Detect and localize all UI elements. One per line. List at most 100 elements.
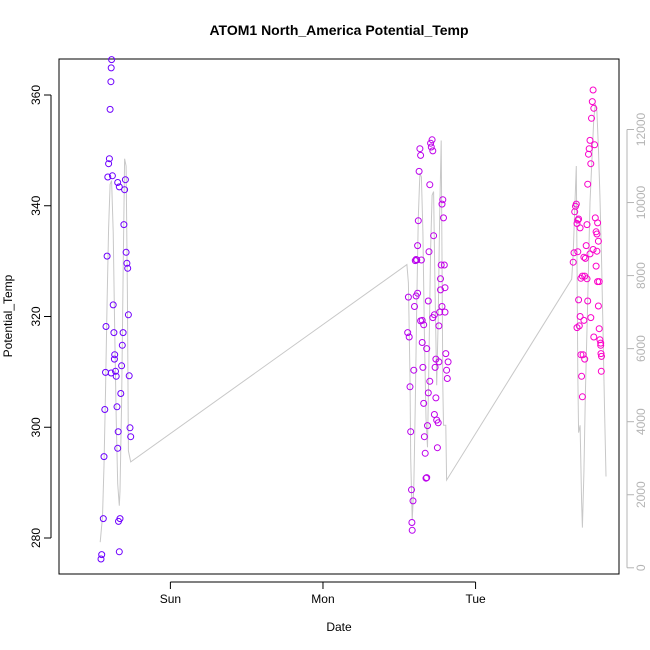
data-point xyxy=(408,519,416,526)
data-point xyxy=(586,136,594,144)
data-point xyxy=(429,147,437,155)
y-tick-label-right: 10000 xyxy=(634,185,648,219)
data-point xyxy=(421,449,429,457)
data-point xyxy=(581,254,589,262)
data-point xyxy=(573,324,581,332)
data-point xyxy=(595,325,603,333)
data-point xyxy=(428,136,436,144)
data-point xyxy=(423,345,431,353)
data-point xyxy=(580,316,588,324)
data-point xyxy=(107,369,115,377)
data-point xyxy=(437,286,444,294)
data-point xyxy=(107,78,115,86)
y-tick-label-right: 0 xyxy=(634,564,648,571)
data-point xyxy=(109,301,117,309)
data-point xyxy=(598,352,605,360)
data-point xyxy=(100,453,108,461)
data-point xyxy=(587,160,595,168)
data-point xyxy=(124,264,132,272)
data-point xyxy=(433,444,441,452)
data-point xyxy=(577,351,585,359)
data-point xyxy=(107,64,115,72)
data-point xyxy=(593,230,601,238)
data-point xyxy=(593,247,601,255)
data-point xyxy=(102,323,110,330)
data-point xyxy=(123,259,131,267)
data-point xyxy=(98,551,106,559)
data-point xyxy=(443,366,451,374)
y-tick-label-right: 2000 xyxy=(634,481,648,508)
data-point xyxy=(589,246,597,253)
data-point xyxy=(583,275,591,283)
data-point xyxy=(435,322,443,330)
data-point xyxy=(112,367,119,375)
data-point xyxy=(125,372,133,380)
data-point xyxy=(437,261,445,269)
data-point xyxy=(439,196,447,204)
data-point xyxy=(104,173,112,181)
scatter-points xyxy=(97,56,605,563)
y-tick-label-right: 8000 xyxy=(634,262,648,289)
data-point xyxy=(423,474,431,482)
data-point xyxy=(597,350,605,358)
data-point xyxy=(420,433,428,441)
data-point xyxy=(117,390,125,397)
data-point xyxy=(417,151,425,159)
data-point xyxy=(105,160,113,168)
data-point xyxy=(427,143,435,151)
data-point xyxy=(429,314,437,322)
data-point xyxy=(419,363,427,371)
x-axis-label: Date xyxy=(326,620,352,634)
data-point xyxy=(114,444,122,452)
data-point xyxy=(578,372,586,380)
data-point xyxy=(581,355,589,363)
data-point xyxy=(115,548,123,556)
data-point xyxy=(412,292,420,300)
data-point xyxy=(408,526,416,534)
data-point xyxy=(594,302,602,310)
data-point xyxy=(110,355,118,363)
data-point xyxy=(587,314,595,322)
data-point xyxy=(103,252,111,260)
data-point xyxy=(585,145,593,153)
data-point xyxy=(120,221,128,229)
data-point xyxy=(426,181,434,189)
data-point xyxy=(106,105,114,113)
data-point xyxy=(438,303,446,310)
data-point xyxy=(420,321,428,329)
data-point xyxy=(99,515,107,523)
y-axis-right: 0 2000 4000 6000 8000 10000 12000 xyxy=(626,112,648,571)
data-point xyxy=(411,303,418,310)
data-point xyxy=(591,141,599,149)
data-point xyxy=(442,350,450,358)
data-point xyxy=(108,56,116,64)
data-point xyxy=(425,248,433,256)
data-point xyxy=(572,200,580,208)
data-point xyxy=(414,217,422,225)
data-point xyxy=(588,98,596,106)
data-point xyxy=(114,428,122,436)
data-point xyxy=(97,555,105,563)
data-point xyxy=(119,329,127,337)
data-point xyxy=(406,383,414,391)
data-point xyxy=(584,297,592,305)
data-point xyxy=(597,367,605,375)
data-point xyxy=(597,341,605,349)
y-tick-label-right: 6000 xyxy=(634,335,648,362)
data-point xyxy=(422,474,430,482)
data-point xyxy=(410,366,418,374)
y-tick-label-left: 280 xyxy=(29,528,43,548)
data-point xyxy=(418,339,426,346)
data-point xyxy=(575,296,583,304)
data-point xyxy=(576,313,584,320)
data-point xyxy=(124,311,132,319)
data-point xyxy=(126,424,134,432)
data-point xyxy=(441,308,449,316)
y-tick-label-left: 320 xyxy=(29,306,43,326)
data-point xyxy=(114,179,122,186)
data-point xyxy=(407,428,415,436)
data-point xyxy=(592,262,600,270)
data-point xyxy=(404,293,412,301)
data-point xyxy=(417,256,425,264)
data-point xyxy=(580,253,588,261)
